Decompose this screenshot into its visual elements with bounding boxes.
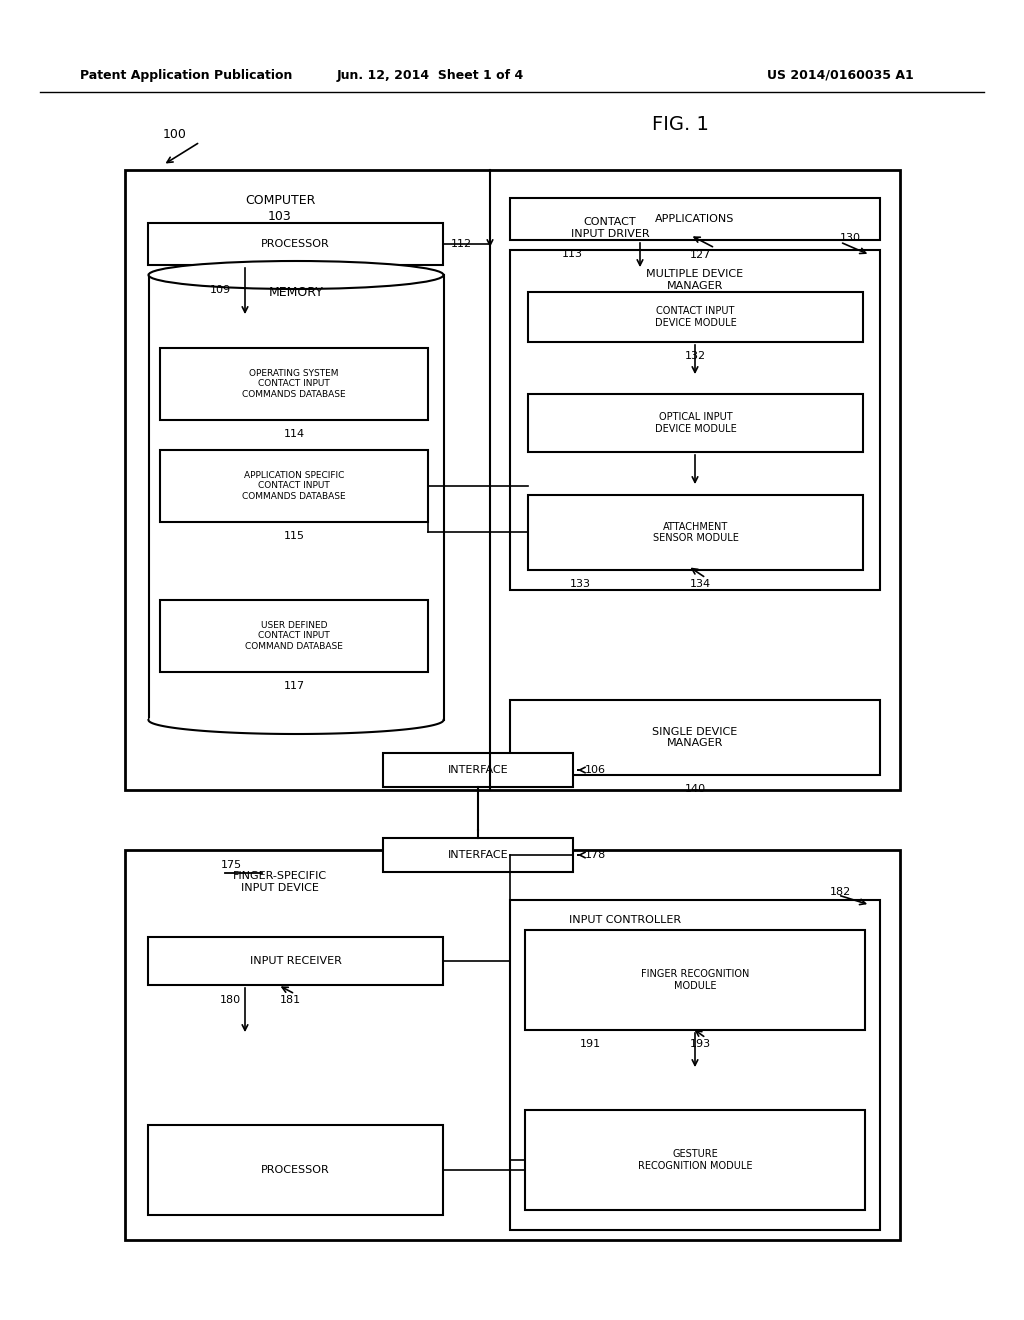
Text: OPERATING SYSTEM
CONTACT INPUT
COMMANDS DATABASE: OPERATING SYSTEM CONTACT INPUT COMMANDS … — [243, 370, 346, 399]
Bar — [525, 1110, 865, 1210]
Text: 191: 191 — [580, 1039, 600, 1049]
Ellipse shape — [148, 706, 443, 734]
Text: 180: 180 — [219, 995, 241, 1005]
Text: CONTACT
INPUT DRIVER: CONTACT INPUT DRIVER — [570, 218, 649, 239]
Text: 178: 178 — [585, 850, 606, 861]
Bar — [528, 495, 863, 570]
Bar — [510, 198, 880, 240]
Text: US 2014/0160035 A1: US 2014/0160035 A1 — [767, 69, 913, 82]
Text: SINGLE DEVICE
MANAGER: SINGLE DEVICE MANAGER — [652, 727, 737, 748]
Bar — [383, 752, 573, 787]
Bar — [510, 700, 880, 775]
Text: APPLICATION SPECIFIC
CONTACT INPUT
COMMANDS DATABASE: APPLICATION SPECIFIC CONTACT INPUT COMMA… — [243, 471, 346, 500]
Text: GESTURE
RECOGNITION MODULE: GESTURE RECOGNITION MODULE — [638, 1150, 753, 1171]
Text: 134: 134 — [689, 579, 711, 589]
Bar — [510, 900, 880, 1230]
Text: PROCESSOR: PROCESSOR — [261, 1166, 330, 1175]
Text: MULTIPLE DEVICE
MANAGER: MULTIPLE DEVICE MANAGER — [646, 269, 743, 290]
Bar — [148, 223, 443, 265]
Text: 181: 181 — [280, 995, 301, 1005]
Text: 130: 130 — [840, 234, 861, 243]
Bar — [160, 348, 428, 420]
Text: 117: 117 — [284, 681, 304, 690]
Text: INTERFACE: INTERFACE — [447, 850, 508, 861]
Bar — [160, 450, 428, 521]
Text: 114: 114 — [284, 429, 304, 440]
Text: FINGER-SPECIFIC
INPUT DEVICE: FINGER-SPECIFIC INPUT DEVICE — [232, 871, 327, 892]
Text: 106: 106 — [585, 766, 606, 775]
Text: 109: 109 — [210, 285, 230, 294]
Text: COMPUTER: COMPUTER — [245, 194, 315, 206]
Bar — [510, 249, 880, 590]
Text: PROCESSOR: PROCESSOR — [261, 239, 330, 249]
Text: 132: 132 — [685, 351, 707, 360]
Bar — [148, 275, 443, 719]
Text: FINGER RECOGNITION
MODULE: FINGER RECOGNITION MODULE — [641, 969, 750, 991]
Text: 182: 182 — [829, 887, 851, 898]
Ellipse shape — [148, 261, 443, 289]
Bar — [125, 170, 900, 789]
Text: 193: 193 — [689, 1039, 711, 1049]
Text: MEMORY: MEMORY — [268, 286, 324, 300]
Text: 133: 133 — [569, 579, 591, 589]
Text: OPTICAL INPUT
DEVICE MODULE: OPTICAL INPUT DEVICE MODULE — [654, 412, 736, 434]
Text: 127: 127 — [689, 249, 711, 260]
Text: Jun. 12, 2014  Sheet 1 of 4: Jun. 12, 2014 Sheet 1 of 4 — [336, 69, 523, 82]
Bar — [528, 393, 863, 451]
Text: 175: 175 — [221, 861, 242, 870]
Text: INPUT RECEIVER: INPUT RECEIVER — [250, 956, 341, 966]
Text: 112: 112 — [451, 239, 472, 249]
Bar — [125, 850, 900, 1239]
Text: 115: 115 — [284, 531, 304, 541]
Text: USER DEFINED
CONTACT INPUT
COMMAND DATABASE: USER DEFINED CONTACT INPUT COMMAND DATAB… — [245, 622, 343, 651]
Text: 103: 103 — [268, 210, 292, 223]
Text: Patent Application Publication: Patent Application Publication — [80, 69, 293, 82]
Bar — [383, 838, 573, 873]
Text: 100: 100 — [163, 128, 187, 141]
Text: CONTACT INPUT
DEVICE MODULE: CONTACT INPUT DEVICE MODULE — [654, 306, 736, 327]
Text: 140: 140 — [684, 784, 706, 795]
Text: APPLICATIONS: APPLICATIONS — [655, 214, 734, 224]
Bar — [148, 937, 443, 985]
Bar — [528, 292, 863, 342]
Bar — [525, 931, 865, 1030]
Text: 113: 113 — [561, 249, 583, 259]
Bar — [148, 1125, 443, 1214]
Text: ATTACHMENT
SENSOR MODULE: ATTACHMENT SENSOR MODULE — [652, 521, 738, 544]
Bar — [160, 601, 428, 672]
Text: FIG. 1: FIG. 1 — [651, 116, 709, 135]
Text: INPUT CONTROLLER: INPUT CONTROLLER — [569, 915, 681, 925]
Text: INTERFACE: INTERFACE — [447, 766, 508, 775]
